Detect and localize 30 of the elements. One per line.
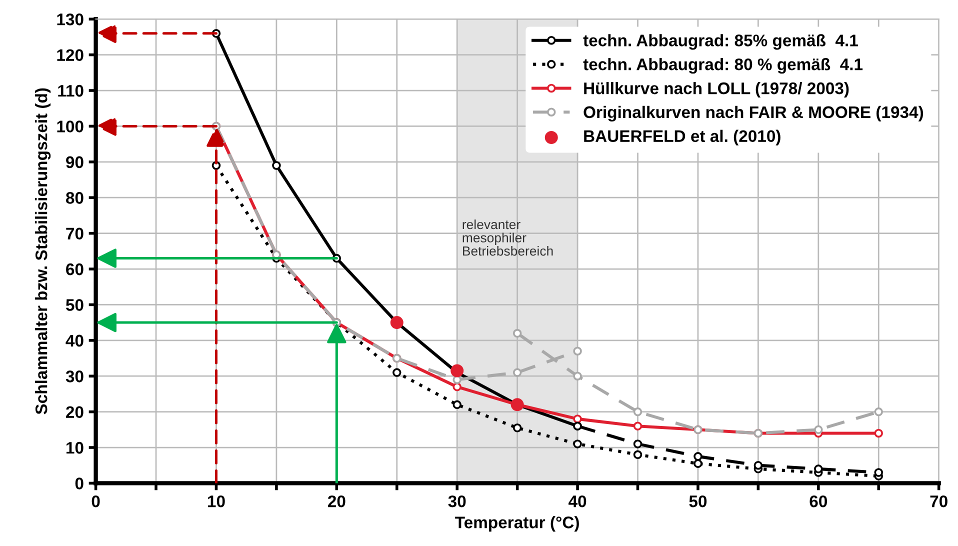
x-axis-title: Temperatur (°C) — [455, 516, 579, 532]
x-tick-label: 60 — [810, 495, 827, 508]
y-tick-label: 90 — [66, 156, 84, 168]
y-tick-label: 0 — [75, 478, 84, 490]
x-tick-label: 10 — [208, 495, 225, 508]
x-tick-label: 70 — [930, 495, 948, 508]
y-tick-label: 60 — [66, 263, 84, 276]
x-tick-label: 0 — [92, 495, 100, 508]
x-tick-label: 20 — [328, 495, 346, 508]
legend-label: techn. Abbaugrad: 80 % gemäß 4.1 — [583, 58, 863, 74]
y-axis-title: Schlammalter bzw. Stabilisierungszeit (d) — [35, 88, 51, 414]
y-tick-label: 80 — [66, 192, 84, 204]
y-tick-label: 30 — [66, 370, 84, 382]
x-tick-label: 30 — [448, 495, 466, 508]
y-tick-label: 10 — [66, 442, 84, 454]
y-tick-label: 70 — [66, 228, 84, 240]
legend-label: techn. Abbaugrad: 85% gemäß 4.1 — [583, 34, 858, 50]
y-tick-label: 110 — [58, 84, 84, 97]
legend-label: Originalkurven nach FAIR & MOORE (1934) — [584, 106, 924, 122]
x-tick-label: 40 — [568, 495, 586, 508]
legend-label: Hüllkurve nach LOLL (1978/ 2003) — [584, 82, 849, 98]
x-tick-label: 50 — [689, 495, 707, 508]
y-tick-label: 100 — [57, 120, 84, 132]
legend-label: BAUERFELD et al. (2010) — [584, 130, 780, 146]
y-tick-label: 130 — [57, 14, 84, 26]
band-label: relevanter mesophiler Betriebsbereich — [462, 219, 553, 256]
y-tick-label: 40 — [66, 334, 84, 347]
y-tick-label: 120 — [57, 49, 84, 62]
y-tick-label: 50 — [66, 299, 84, 311]
y-tick-label: 20 — [66, 406, 84, 418]
